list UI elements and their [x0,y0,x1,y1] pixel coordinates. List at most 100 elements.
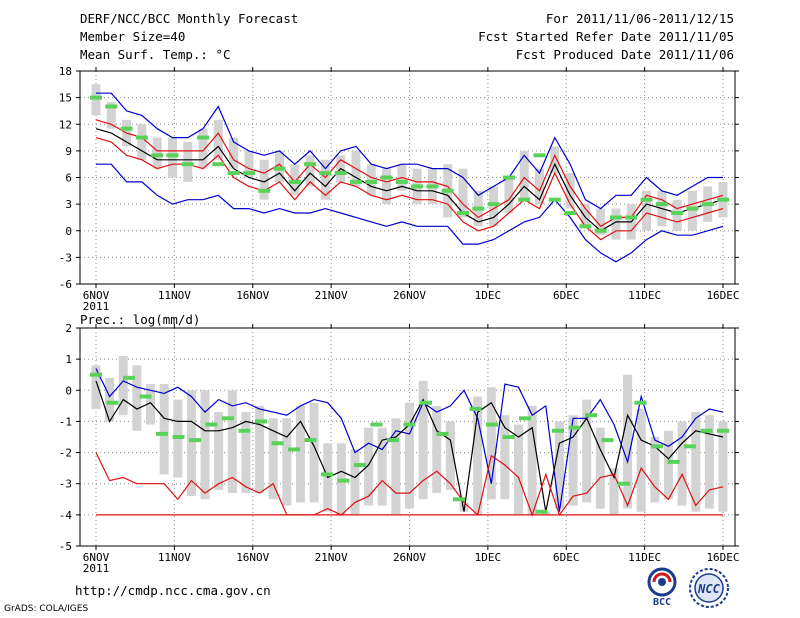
ensemble-box [391,418,401,515]
ensemble-box [167,137,177,178]
green-marker [518,197,531,202]
year-label: 2011 [83,300,110,313]
ensemble-box [366,164,376,196]
green-marker [469,406,482,411]
ensemble-box [275,150,285,182]
green-marker [700,428,713,433]
green-marker [222,416,234,421]
green-marker [120,126,133,131]
ensemble-box [650,437,660,503]
ensemble-box [295,405,305,503]
green-marker [90,95,102,100]
ensemble-box [200,390,210,500]
green-marker [411,184,424,189]
ensemble-box [198,128,208,169]
green-marker [671,211,684,215]
green-marker [365,179,378,184]
ensemble-box [405,402,414,509]
x-tick-label: 1DEC [475,551,502,564]
temp-panel: -6 -3 0 3 6 9 12 15 18 6NOV 11NOV 16NOV 21NOV 26NOV 1D… [59,65,740,313]
ensemble-box [459,502,469,512]
green-marker [535,509,548,514]
x-tick-label: 6NOV [83,551,110,564]
green-marker [552,428,564,433]
green-marker [334,171,347,176]
footer-url[interactable]: http://cmdp.ncc.cma.gov.cn [75,583,271,598]
green-marker [395,179,408,184]
green-marker [634,400,647,405]
variable-label: Mean Surf. Temp.: °C [80,47,231,62]
ensemble-box [611,208,621,240]
ensemble-box [137,124,147,160]
y-tick-label: 6 [65,172,72,185]
green-marker [166,153,179,158]
ensemble-box [241,412,251,494]
x-tick-label: 11NOV [158,551,191,564]
green-marker [380,175,393,180]
ensemble-box [596,208,606,236]
green-marker [288,179,301,184]
green-marker [139,394,152,399]
green-marker [426,184,439,189]
max-line [95,368,724,512]
ncc-logo: NCC [689,568,729,608]
green-marker [701,202,714,207]
green-marker [212,162,225,167]
ensemble-box [186,390,196,497]
green-marker [288,447,300,452]
ensemble-box [227,390,237,494]
green-marker [453,497,465,502]
mean-line [95,128,724,232]
green-marker [403,422,416,427]
grads-credit: GrADS: COLA/IGES [4,604,89,614]
green-marker [271,441,284,446]
green-marker [487,202,500,207]
y-tick-label: -5 [59,540,72,553]
ensemble-box [377,427,387,506]
x-tick-label: 11NOV [158,289,191,302]
ensemble-box [486,387,496,500]
y-tick-label: 12 [59,118,72,131]
ensemble-box [500,415,510,500]
ensemble-box [663,430,673,500]
chart-title: DERF/NCC/BCC Monthly Forecast [80,11,299,26]
x-tick-label: 11DEC [628,289,661,302]
y-tick-label: 3 [65,198,72,211]
ensemble-box [146,384,156,425]
ensemble-box [244,150,254,178]
green-marker [640,197,653,202]
bcc-logo-text: BCC [653,597,671,607]
x-tick-label: 16NOV [236,551,269,564]
green-marker [319,171,332,176]
green-marker [519,416,531,421]
ensemble-box [489,186,499,227]
ensemble-box [213,119,223,160]
year-label: 2011 [83,562,110,575]
x-tick-label: 1DEC [475,289,502,302]
y-tick-label: -6 [59,278,72,291]
y-tick-label: -3 [59,478,72,491]
ensemble-box [364,427,374,506]
green-marker [354,463,366,468]
x-tick-label: 26NOV [393,289,426,302]
x-tick-label: 6DEC [553,289,580,302]
green-marker [502,435,515,439]
member-size: Member Size=40 [80,29,186,44]
green-marker [609,215,622,220]
ensemble-box [582,399,592,503]
ensemble-box [595,427,605,509]
ensemble-box [473,396,483,515]
prec-panel-title: Prec.: log(mm/d) [80,312,200,327]
ensemble-box [704,415,714,509]
x-tick-label: 26NOV [393,551,426,564]
started-refer-date: Fcst Started Refer Date 2011/11/05 [478,29,734,44]
ensemble-box [105,377,115,422]
ensemble-box [458,168,468,218]
ensemble-box [91,84,101,116]
green-marker [337,478,350,483]
x-tick-label: 11DEC [628,551,661,564]
ensemble-box [309,402,319,503]
green-marker [717,197,729,202]
green-marker [242,171,255,176]
green-marker [651,444,663,449]
